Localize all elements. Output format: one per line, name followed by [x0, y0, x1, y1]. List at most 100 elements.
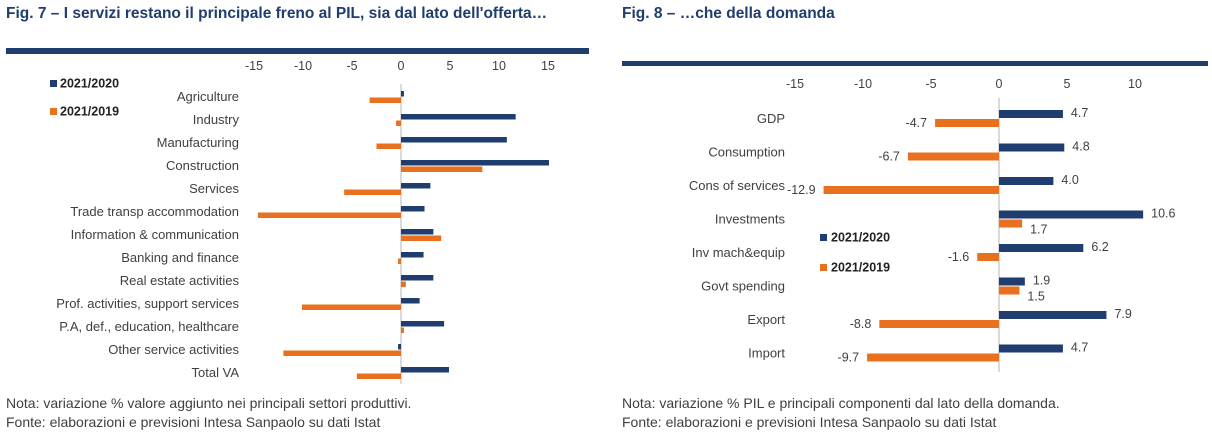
- legend-swatch-2021-2020: [820, 234, 827, 241]
- x-tick-label: 0: [398, 59, 405, 73]
- legend-label-2021-2020: 2021/2020: [60, 77, 119, 91]
- category-label: Real estate activities: [120, 273, 240, 288]
- x-tick-label: 5: [1064, 77, 1071, 91]
- figure-8-note: Nota: variazione % PIL e principali comp…: [622, 394, 1060, 432]
- category-label: Cons of services: [689, 178, 786, 193]
- bar-2021-2019: [999, 219, 1023, 228]
- bar-2021-2019: [376, 143, 401, 149]
- bar-2021-2019: [879, 320, 999, 328]
- figure-8-panel: Fig. 8 – …che della domanda -15 -10 -5 0 5 10…: [622, 0, 1212, 447]
- x-tick-label: -15: [245, 59, 263, 73]
- data-label-2021-2020: 7.9: [1114, 307, 1131, 321]
- x-tick-label: -10: [854, 77, 872, 91]
- category-label: Investments: [715, 212, 786, 227]
- bar-2021-2020: [401, 321, 445, 327]
- bar-2021-2019: [398, 258, 401, 264]
- figure-7-chart: -15 -10 -5 0 5 10 15 Agriculture Industry Manufac…: [50, 59, 555, 384]
- bar-2021-2020: [999, 277, 1025, 286]
- category-label: Consumption: [708, 145, 785, 160]
- category-label: Total VA: [192, 365, 240, 380]
- x-tick-label: -10: [294, 59, 312, 73]
- data-label-2021-2020: 4.0: [1061, 173, 1078, 187]
- category-label: Other service activities: [108, 342, 239, 357]
- data-label-2021-2020: 6.2: [1091, 240, 1108, 254]
- category-label: Information & communication: [71, 227, 239, 242]
- x-tick-label: 15: [541, 59, 555, 73]
- bar-2021-2020: [999, 110, 1063, 118]
- bar-2021-2020: [401, 137, 507, 143]
- figure-7-panel: Fig. 7 – I servizi restano il principale…: [0, 0, 590, 447]
- legend-label-2021-2019: 2021/2019: [831, 261, 890, 275]
- category-label: GDP: [757, 111, 785, 126]
- data-label-2021-2020: 4.7: [1071, 106, 1088, 120]
- bar-2021-2020: [999, 344, 1063, 353]
- bar-2021-2020: [401, 298, 420, 304]
- x-tick-label: -5: [925, 77, 936, 91]
- data-label-2021-2019: -4.7: [906, 116, 928, 130]
- category-label: Trade transp accommodation: [70, 204, 239, 219]
- data-label-2021-2020: 4.7: [1071, 341, 1088, 355]
- bar-2021-2020: [999, 177, 1054, 185]
- bar-2021-2019: [401, 235, 442, 241]
- legend-label-2021-2020: 2021/2020: [831, 231, 890, 245]
- bar-2021-2019: [823, 186, 999, 194]
- bar-2021-2019: [401, 281, 406, 287]
- category-label: Prof. activities, support services: [56, 296, 239, 311]
- figure-7-title: Fig. 7 – I servizi restano il principale…: [6, 5, 548, 22]
- bar-2021-2019: [977, 253, 999, 261]
- bar-2021-2019: [344, 189, 401, 195]
- bar-2021-2019: [907, 152, 999, 161]
- bar-2021-2020: [401, 229, 434, 235]
- category-label: Agriculture: [177, 89, 239, 104]
- data-label-2021-2019: 1.5: [1027, 290, 1044, 304]
- data-label-2021-2020: 10.6: [1151, 207, 1175, 221]
- figure-8-title-rule: [622, 61, 1208, 66]
- bar-2021-2020: [401, 252, 424, 258]
- bar-2021-2020: [401, 114, 516, 120]
- bar-2021-2020: [401, 206, 425, 212]
- x-tick-label: 0: [996, 77, 1003, 91]
- category-label: Banking and finance: [121, 250, 239, 265]
- data-label-2021-2020: 1.9: [1033, 274, 1050, 288]
- category-label: Import: [748, 346, 785, 361]
- bar-2021-2019: [867, 353, 999, 362]
- bar-2021-2019: [401, 327, 404, 333]
- figure-7-note-line: Nota: variazione % valore aggiunto nei p…: [6, 395, 412, 411]
- category-label: Manufacturing: [157, 135, 239, 150]
- category-label: Industry: [193, 112, 240, 127]
- bar-2021-2020: [999, 143, 1065, 152]
- bar-2021-2019: [396, 120, 401, 126]
- bar-2021-2019: [257, 212, 401, 218]
- figure-7-note: Nota: variazione % valore aggiunto nei p…: [6, 394, 411, 432]
- legend-swatch-2021-2019: [50, 108, 57, 115]
- figure-7-title-rule: [6, 48, 589, 54]
- bar-2021-2020: [999, 210, 1144, 219]
- data-label-2021-2019: 1.7: [1030, 223, 1047, 237]
- data-label-2021-2019: -9.7: [838, 351, 860, 365]
- category-label: Construction: [166, 158, 239, 173]
- bar-2021-2019: [283, 350, 401, 356]
- category-label: Inv mach&equip: [692, 245, 785, 260]
- legend-label-2021-2019: 2021/2019: [60, 105, 119, 119]
- figure-7-source-line: Fonte: elaborazioni e previsioni Intesa …: [6, 414, 381, 430]
- data-label-2021-2020: 4.8: [1072, 140, 1089, 154]
- data-label-2021-2019: -1.6: [948, 250, 970, 264]
- bar-2021-2020: [401, 367, 450, 373]
- x-tick-label: -5: [346, 59, 357, 73]
- x-tick-label: -15: [786, 77, 804, 91]
- bar-2021-2019: [302, 304, 401, 310]
- figure-8-note-line: Nota: variazione % PIL e principali comp…: [622, 395, 1060, 411]
- category-label: Export: [747, 312, 785, 327]
- data-label-2021-2019: -6.7: [878, 150, 900, 164]
- figure-8-source-line: Fonte: elaborazioni e previsioni Intesa …: [622, 414, 997, 430]
- bar-2021-2020: [398, 344, 401, 350]
- bar-2021-2020: [999, 311, 1107, 319]
- bar-2021-2019: [369, 97, 401, 103]
- bar-2021-2019: [356, 373, 401, 379]
- bar-2021-2020: [999, 244, 1084, 252]
- bar-2021-2020: [401, 91, 404, 97]
- figure-8-chart: -15 -10 -5 0 5 10 GDP 4.7 -4.7 Consumption 4.8 -6.7…: [689, 77, 1176, 372]
- data-label-2021-2019: -8.8: [850, 317, 872, 331]
- x-tick-label: 10: [492, 59, 506, 73]
- bar-2021-2019: [935, 119, 999, 127]
